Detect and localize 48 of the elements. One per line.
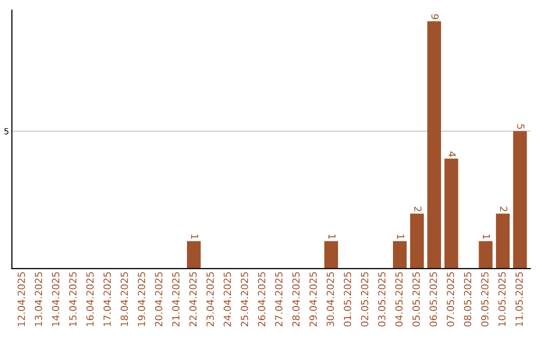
x-tick-label: 13.04.2025 xyxy=(34,272,42,326)
x-tick-label: 14.04.2025 xyxy=(52,272,60,326)
data-label: 1 xyxy=(482,234,490,239)
bar xyxy=(513,131,527,269)
data-label: 1 xyxy=(397,234,404,239)
x-tick-label: 15.04.2025 xyxy=(69,272,76,326)
x-tick-label: 11.05.2025 xyxy=(515,272,523,326)
bar xyxy=(427,21,442,269)
x-tick-label: 25.04.2025 xyxy=(240,272,248,326)
x-tick-label: 06.05.2025 xyxy=(430,272,437,326)
bar xyxy=(410,214,424,269)
data-label: 9 xyxy=(431,14,439,20)
data-label: 1 xyxy=(328,234,336,239)
data-label: 4 xyxy=(448,152,456,157)
bar xyxy=(496,214,510,269)
x-tick-label: 27.04.2025 xyxy=(275,272,282,326)
x-tick-label: 03.05.2025 xyxy=(378,272,386,326)
bar xyxy=(186,241,201,269)
x-tick-label: 20.04.2025 xyxy=(154,272,162,326)
data-label: 2 xyxy=(500,206,508,212)
bar xyxy=(478,241,493,269)
bar xyxy=(392,241,407,269)
x-tick-label: 02.05.2025 xyxy=(360,272,368,326)
x-tick-label: 12.04.2025 xyxy=(18,272,25,326)
data-label: 1 xyxy=(191,234,198,239)
x-tick-label: 01.05.2025 xyxy=(344,272,352,326)
x-tick-label: 16.04.2025 xyxy=(86,272,94,326)
x-tick-label: 28.04.2025 xyxy=(292,272,300,326)
x-tick-label: 30.04.2025 xyxy=(326,272,334,326)
x-tick-label: 19.04.2025 xyxy=(138,272,146,326)
bar xyxy=(324,241,338,269)
x-tick-label: 08.05.2025 xyxy=(464,272,472,326)
bar xyxy=(444,158,458,269)
x-tick-label: 04.05.2025 xyxy=(395,272,403,326)
x-tick-label: 26.04.2025 xyxy=(258,272,266,326)
x-tick-label: 07.05.2025 xyxy=(446,272,454,326)
x-tick-label: 10.05.2025 xyxy=(498,272,506,326)
x-tick-label: 23.04.2025 xyxy=(206,272,214,326)
x-tick-label: 05.05.2025 xyxy=(412,272,420,326)
x-tick-label: 29.04.2025 xyxy=(309,272,317,326)
x-tick-label: 22.04.2025 xyxy=(189,272,197,326)
x-tick-label: 09.05.2025 xyxy=(481,272,488,326)
x-tick-label: 18.04.2025 xyxy=(120,272,128,326)
x-tick-label: 17.04.2025 xyxy=(103,272,111,326)
data-label: 2 xyxy=(414,206,422,212)
x-tick-label: 21.04.2025 xyxy=(172,272,180,326)
x-tick-label: 24.04.2025 xyxy=(224,272,231,326)
data-label: 5 xyxy=(517,124,524,129)
